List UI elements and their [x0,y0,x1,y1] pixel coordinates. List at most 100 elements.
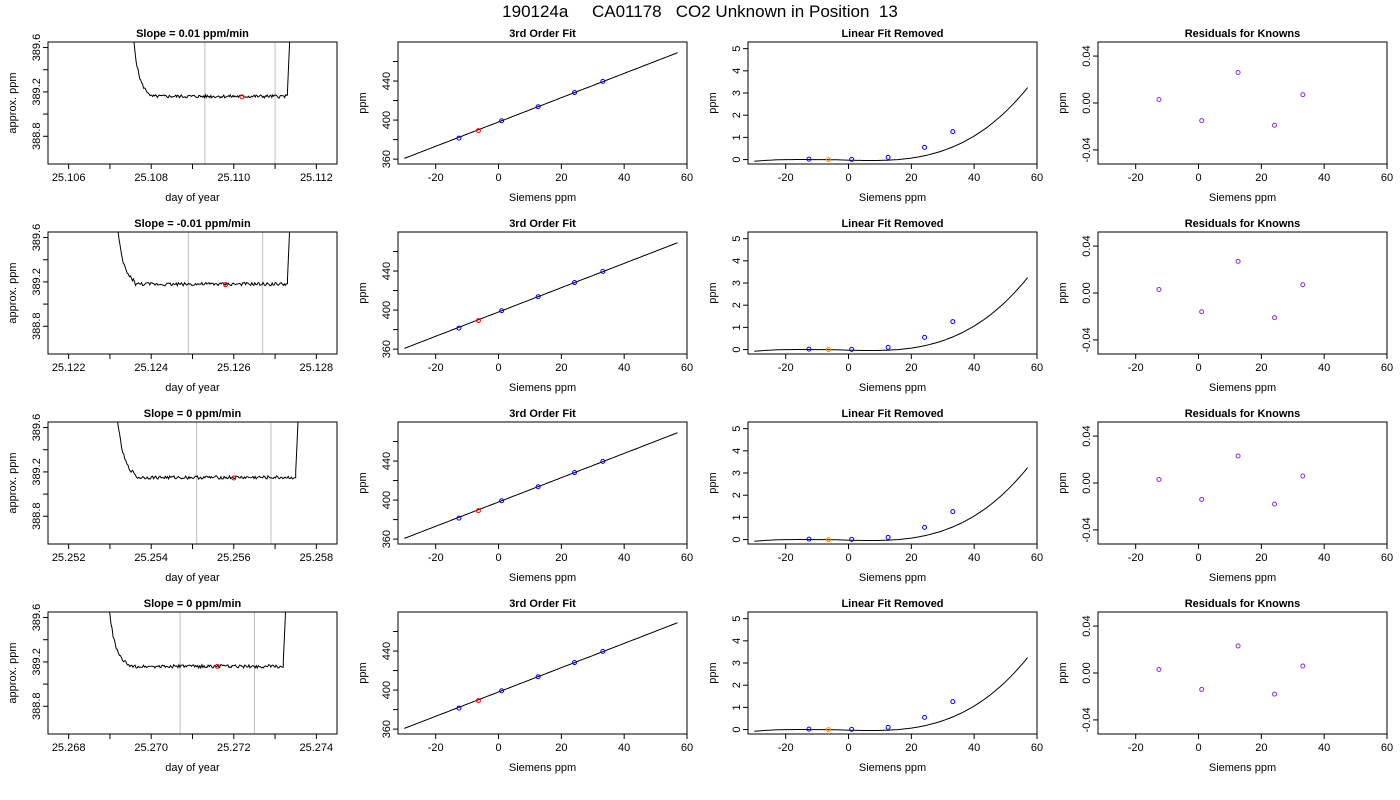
plot-frame [1097,611,1388,735]
y-tick-label: 0.04 [1081,45,1093,66]
residual-point [1199,496,1205,502]
x-tick-label: 25.110 [217,172,250,184]
y-tick-label: 389.2 [31,648,43,676]
y-tick-label: 0.00 [1081,472,1093,493]
x-axis-label: Siemens ppm [509,382,576,394]
known-point [456,705,462,711]
time-trace [117,232,291,288]
plot-area [117,422,299,544]
known-point [499,308,505,314]
residual-point [1300,282,1306,288]
x-tick-label: 0 [845,742,851,754]
plot-area [133,42,291,164]
fit-curve [404,432,678,539]
known-point [885,724,891,730]
chart-panel-12: Residuals for Knowns -20 0 20 40 60 -0.04 0.00 0… [1057,408,1393,584]
x-tick-label: 40 [968,362,980,374]
y-axis-label: ppm [1057,282,1069,303]
chart-panel-16: Residuals for Knowns -20 0 20 40 60 -0.04 0.00 0… [1057,598,1393,774]
known-point [950,319,956,325]
unknown-point [475,318,481,324]
chart-title: Residuals for Knowns [1185,598,1301,610]
x-tick-label: 60 [1381,552,1393,564]
x-tick-label: 40 [968,552,980,564]
y-tick-label: 360 [381,340,393,358]
x-tick-label: 0 [845,362,851,374]
y-tick-label: 400 [381,491,393,509]
x-tick-label: 25.126 [217,362,251,374]
residual-point [1199,686,1205,692]
x-tick-label: 0 [495,172,501,184]
fit-curve [754,467,1028,542]
y-tick-label: 0.00 [1081,282,1093,303]
y-axis-label: ppm [707,472,719,493]
known-point [922,144,928,150]
chart-title: Slope = 0 ppm/min [144,598,242,610]
x-tick-label: 25.258 [300,552,334,564]
x-tick-label: -20 [428,552,444,564]
x-tick-label: 60 [1031,172,1043,184]
x-tick-label: 60 [1381,172,1393,184]
y-tick-label: 1 [731,134,743,140]
x-tick-label: 20 [905,742,917,754]
y-tick-label: 0 [731,727,743,733]
x-tick-label: 60 [681,742,693,754]
y-tick-label: 0.04 [1081,425,1093,446]
figure-title: 190124a CA01178 CO2 Unknown in Position … [502,2,898,21]
x-tick-label: 0 [1195,362,1201,374]
x-tick-label: 25.124 [134,362,168,374]
y-tick-label: 4 [731,638,743,644]
x-tick-label: 60 [1031,742,1043,754]
plot-area [754,657,1028,733]
plot-area [1156,453,1306,507]
y-tick-label: 440 [381,452,393,470]
x-tick-label: 40 [1318,552,1330,564]
y-tick-label: 440 [381,72,393,90]
residual-point [1235,258,1241,264]
y-tick-label: 0 [731,347,743,353]
residual-point [1156,286,1162,292]
y-axis-label: ppm [1057,472,1069,493]
y-tick-label: 388.8 [31,693,43,721]
chart-title: Slope = -0.01 ppm/min [134,218,251,230]
chart-panel-13: Slope = 0 ppm/min 25.268 25.270 25.272 25.27… [7,598,338,774]
x-tick-label: -20 [1128,362,1144,374]
plot-area [754,277,1028,353]
y-tick-label: -0.04 [1081,137,1093,162]
chart-panel-8: Residuals for Knowns -20 0 20 40 60 -0.04 0.00 0… [1057,218,1393,394]
y-tick-label: 5 [731,236,743,242]
x-tick-label: 40 [1318,362,1330,374]
y-tick-label: 0.00 [1081,92,1093,113]
known-point [456,325,462,331]
residual-point [1300,92,1306,98]
plot-frame [397,231,688,355]
residual-point [1156,666,1162,672]
y-axis-label: ppm [357,662,369,683]
x-axis-label: day of year [165,382,220,394]
known-point [922,334,928,340]
x-tick-label: -20 [778,552,794,564]
x-tick-label: 20 [1255,362,1267,374]
x-tick-label: 40 [618,362,630,374]
plot-area [1156,258,1306,321]
y-tick-label: 360 [381,150,393,168]
known-point [499,118,505,124]
x-axis-label: Siemens ppm [859,382,926,394]
x-tick-label: 40 [618,552,630,564]
x-axis-label: day of year [165,192,220,204]
x-axis-label: day of year [165,762,220,774]
time-trace [117,422,299,481]
known-point [806,346,812,352]
unknown-point [825,347,831,353]
x-tick-label: 40 [618,172,630,184]
residual-point [1156,476,1162,482]
fit-curve [754,87,1028,162]
known-point [849,536,855,542]
plot-frame [47,611,338,735]
known-point [572,280,578,286]
y-tick-label: 4 [731,68,743,74]
x-tick-label: 0 [845,552,851,564]
x-tick-label: 20 [905,552,917,564]
known-point [572,90,578,96]
plot-area [1156,643,1306,697]
